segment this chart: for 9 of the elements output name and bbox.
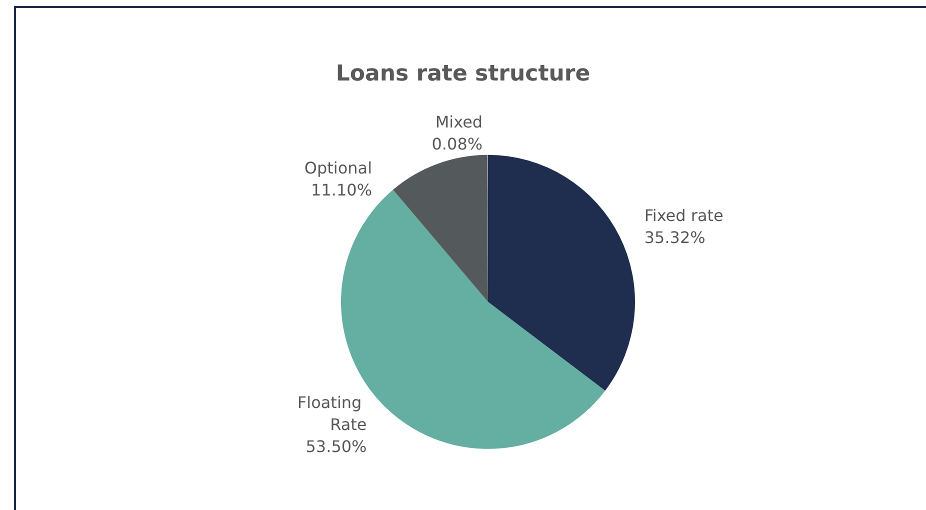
slice-label: Floating Rate [297, 393, 367, 434]
data-label: 0.08% [432, 134, 483, 154]
data-label: 53.50% [306, 437, 367, 456]
chart-title: Loans rate structure [336, 62, 590, 86]
data-label: 11.10% [311, 180, 372, 200]
data-label: 35.32% [644, 228, 706, 248]
slice-label: Fixed rate [644, 206, 724, 226]
slice-label: Mixed [435, 112, 483, 132]
slice-label: Optional [304, 158, 372, 178]
